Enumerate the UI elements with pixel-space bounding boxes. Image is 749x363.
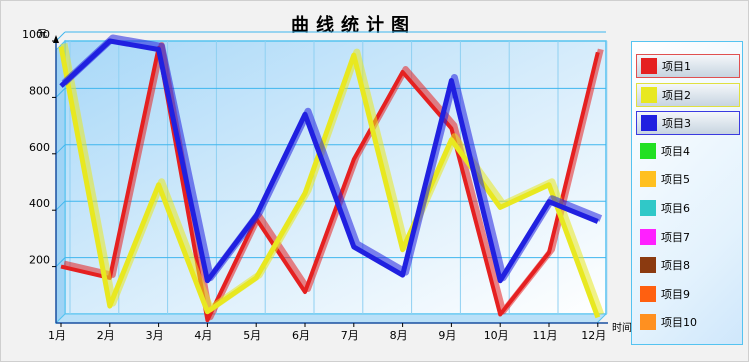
x-tick-label: 5月 <box>243 329 261 342</box>
y-axis-label: 元 <box>37 29 47 40</box>
legend-swatch <box>641 58 657 74</box>
legend-label: 项目10 <box>661 314 697 330</box>
legend-label: 项目6 <box>661 200 690 216</box>
x-tick-label: 1月 <box>48 329 66 342</box>
legend-label: 项目1 <box>662 58 691 74</box>
legend-item-2[interactable]: 项目2 <box>636 83 740 107</box>
legend-item-8[interactable]: 项目8 <box>636 254 738 276</box>
plot-floor <box>56 314 606 323</box>
legend-swatch <box>640 200 656 216</box>
x-tick-label: 11月 <box>533 329 558 342</box>
legend-swatch <box>640 314 656 330</box>
legend-label: 项目8 <box>661 257 690 273</box>
x-tick-label: 10月 <box>484 329 509 342</box>
legend-item-4[interactable]: 项目4 <box>636 140 738 162</box>
legend-item-7[interactable]: 项目7 <box>636 226 738 248</box>
legend-item-6[interactable]: 项目6 <box>636 197 738 219</box>
legend-item-5[interactable]: 项目5 <box>636 168 738 190</box>
y-tick-label: 400 <box>29 197 50 210</box>
x-tick-label: 12月 <box>581 329 606 342</box>
legend-item-9[interactable]: 项目9 <box>636 283 738 305</box>
legend-item-3[interactable]: 项目3 <box>636 111 740 135</box>
legend-swatch <box>640 229 656 245</box>
x-tick-label: 4月 <box>194 329 212 342</box>
x-tick-label: 7月 <box>341 329 359 342</box>
x-tick-label: 3月 <box>146 329 164 342</box>
x-tick-label: 9月 <box>438 329 456 342</box>
legend-swatch <box>640 143 656 159</box>
y-tick-label: 800 <box>29 84 50 97</box>
legend-swatch <box>640 286 656 302</box>
legend-label: 项目5 <box>661 171 690 187</box>
legend-swatch <box>641 115 657 131</box>
legend-label: 项目2 <box>662 87 691 103</box>
legend-swatch <box>641 87 657 103</box>
x-tick-label: 2月 <box>97 329 115 342</box>
legend-label: 项目4 <box>661 143 690 159</box>
legend-item-10[interactable]: 项目10 <box>636 311 738 333</box>
legend-label: 项目3 <box>662 115 691 131</box>
x-tick-label: 6月 <box>292 329 310 342</box>
legend-swatch <box>640 171 656 187</box>
y-tick-label: 600 <box>29 141 50 154</box>
legend-item-1[interactable]: 项目1 <box>636 54 740 78</box>
legend-label: 项目9 <box>661 286 690 302</box>
x-tick-label: 8月 <box>390 329 408 342</box>
y-tick-label: 200 <box>29 254 50 267</box>
legend-label: 项目7 <box>661 229 690 245</box>
legend-swatch <box>640 257 656 273</box>
legend: 项目1 项目2 项目3 项目4 项目5 项目6 项目7 项目8 项目9 项目10 <box>631 41 743 345</box>
x-axis-label: 时间 <box>612 321 632 334</box>
